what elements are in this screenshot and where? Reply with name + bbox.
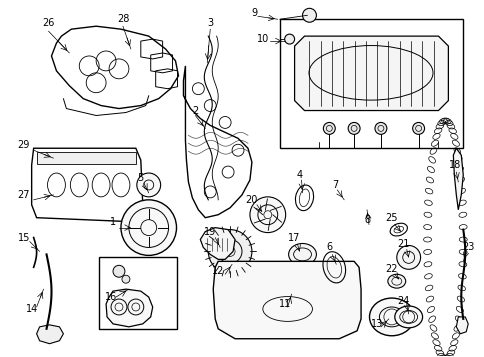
Circle shape (249, 197, 285, 232)
Circle shape (323, 122, 334, 134)
Ellipse shape (288, 243, 316, 265)
Circle shape (208, 230, 251, 273)
Text: 29: 29 (17, 140, 30, 150)
Polygon shape (213, 261, 360, 339)
Text: 23: 23 (461, 242, 473, 252)
Text: 17: 17 (288, 232, 300, 242)
Text: 15: 15 (17, 232, 30, 242)
Polygon shape (455, 317, 467, 334)
Text: 4: 4 (296, 170, 302, 180)
Text: 13: 13 (370, 319, 382, 329)
Text: 16: 16 (105, 292, 117, 302)
Ellipse shape (394, 306, 422, 328)
Polygon shape (453, 148, 462, 210)
Circle shape (113, 265, 125, 277)
Ellipse shape (369, 298, 413, 336)
Text: 25: 25 (385, 213, 397, 223)
Text: 22: 22 (385, 264, 397, 274)
Text: 11: 11 (278, 299, 290, 309)
Text: 26: 26 (42, 18, 55, 28)
Polygon shape (294, 36, 448, 111)
Bar (99, 257, 176, 329)
Polygon shape (36, 325, 63, 344)
Text: 7: 7 (332, 180, 338, 190)
Text: 20: 20 (245, 195, 257, 205)
Text: 1: 1 (110, 217, 116, 227)
Ellipse shape (387, 274, 405, 288)
Polygon shape (200, 228, 235, 260)
Bar (36, 152, 136, 164)
Circle shape (348, 122, 359, 134)
Circle shape (374, 122, 386, 134)
Bar (279, 19, 462, 148)
Circle shape (284, 34, 294, 44)
Text: 3: 3 (207, 18, 213, 28)
Text: 28: 28 (117, 14, 129, 24)
Text: 2: 2 (192, 106, 198, 116)
Text: 5: 5 (137, 173, 144, 183)
Text: 27: 27 (17, 190, 30, 200)
Text: 8: 8 (363, 215, 369, 225)
Circle shape (412, 122, 424, 134)
Text: 24: 24 (397, 296, 409, 306)
Text: 12: 12 (212, 266, 224, 276)
Text: 19: 19 (204, 227, 216, 237)
Circle shape (136, 173, 160, 197)
Text: 14: 14 (26, 304, 38, 314)
Text: 18: 18 (448, 160, 460, 170)
Text: 9: 9 (251, 8, 257, 18)
Circle shape (121, 275, 130, 283)
Polygon shape (106, 289, 152, 327)
Text: 6: 6 (326, 242, 332, 252)
Circle shape (121, 200, 176, 255)
Text: 10: 10 (256, 34, 269, 44)
Text: 21: 21 (397, 240, 409, 250)
Circle shape (396, 246, 420, 269)
Circle shape (302, 8, 316, 22)
